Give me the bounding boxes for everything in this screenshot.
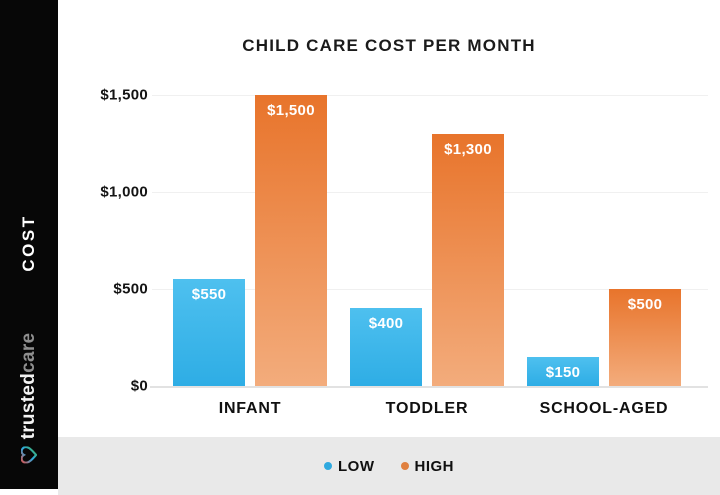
y-axis-tick-label: $0: [130, 377, 148, 395]
bar-high-school-aged: $500: [609, 289, 681, 386]
bar-high-infant: $1,500: [255, 95, 327, 386]
brand-logo: trustedcare: [18, 333, 40, 464]
x-axis-label-school-aged: SCHOOL-AGED: [539, 400, 669, 417]
brand-care: care: [18, 332, 39, 373]
legend-label: LOW: [338, 457, 375, 475]
bar-low-infant: $550: [173, 279, 245, 386]
bar-group-toddler: $400 $1,300: [350, 95, 504, 386]
bar-low-school-aged: $150: [527, 357, 599, 386]
heart-icon: [21, 446, 37, 464]
chart-title: CHILD CARE COST PER MONTH: [242, 36, 536, 55]
y-axis-tick-label: $1,500: [100, 86, 148, 104]
legend-item-low: LOW: [324, 458, 375, 475]
brand-trusted: trusted: [18, 372, 39, 440]
bar-value-label: $150: [545, 364, 581, 381]
legend-item-high: HIGH: [400, 457, 455, 475]
legend-dot-high: [400, 462, 409, 470]
legend-dot-low: [324, 462, 332, 470]
gridline: [152, 95, 708, 96]
bar-value-label: $1,300: [444, 141, 492, 158]
bar-value-label: $1,500: [267, 102, 315, 119]
x-axis-line: [150, 386, 708, 388]
bar-value-label: $400: [368, 315, 404, 332]
bar-group-infant: $550 $1,500: [173, 95, 327, 386]
y-axis-title: COST: [19, 214, 38, 272]
bar-high-toddler: $1,300: [432, 134, 504, 386]
x-axis-label-infant: INFANT: [218, 400, 282, 417]
legend: LOW HIGH: [58, 437, 720, 495]
x-axis-label-toddler: TODDLER: [385, 400, 469, 417]
bar-group-school-aged: $150 $500: [527, 95, 681, 386]
bar-low-toddler: $400: [350, 308, 422, 386]
gridline: [152, 289, 708, 290]
legend-label: HIGH: [414, 457, 454, 475]
y-axis-tick-label: $500: [113, 280, 148, 298]
bar-value-label: $500: [627, 296, 663, 313]
gridline: [152, 192, 708, 193]
brand-name: trustedcare: [18, 333, 40, 440]
bar-value-label: $550: [191, 286, 227, 303]
sidebar: COST trustedcare: [0, 0, 58, 489]
y-axis-tick-label: $1,000: [100, 183, 148, 201]
